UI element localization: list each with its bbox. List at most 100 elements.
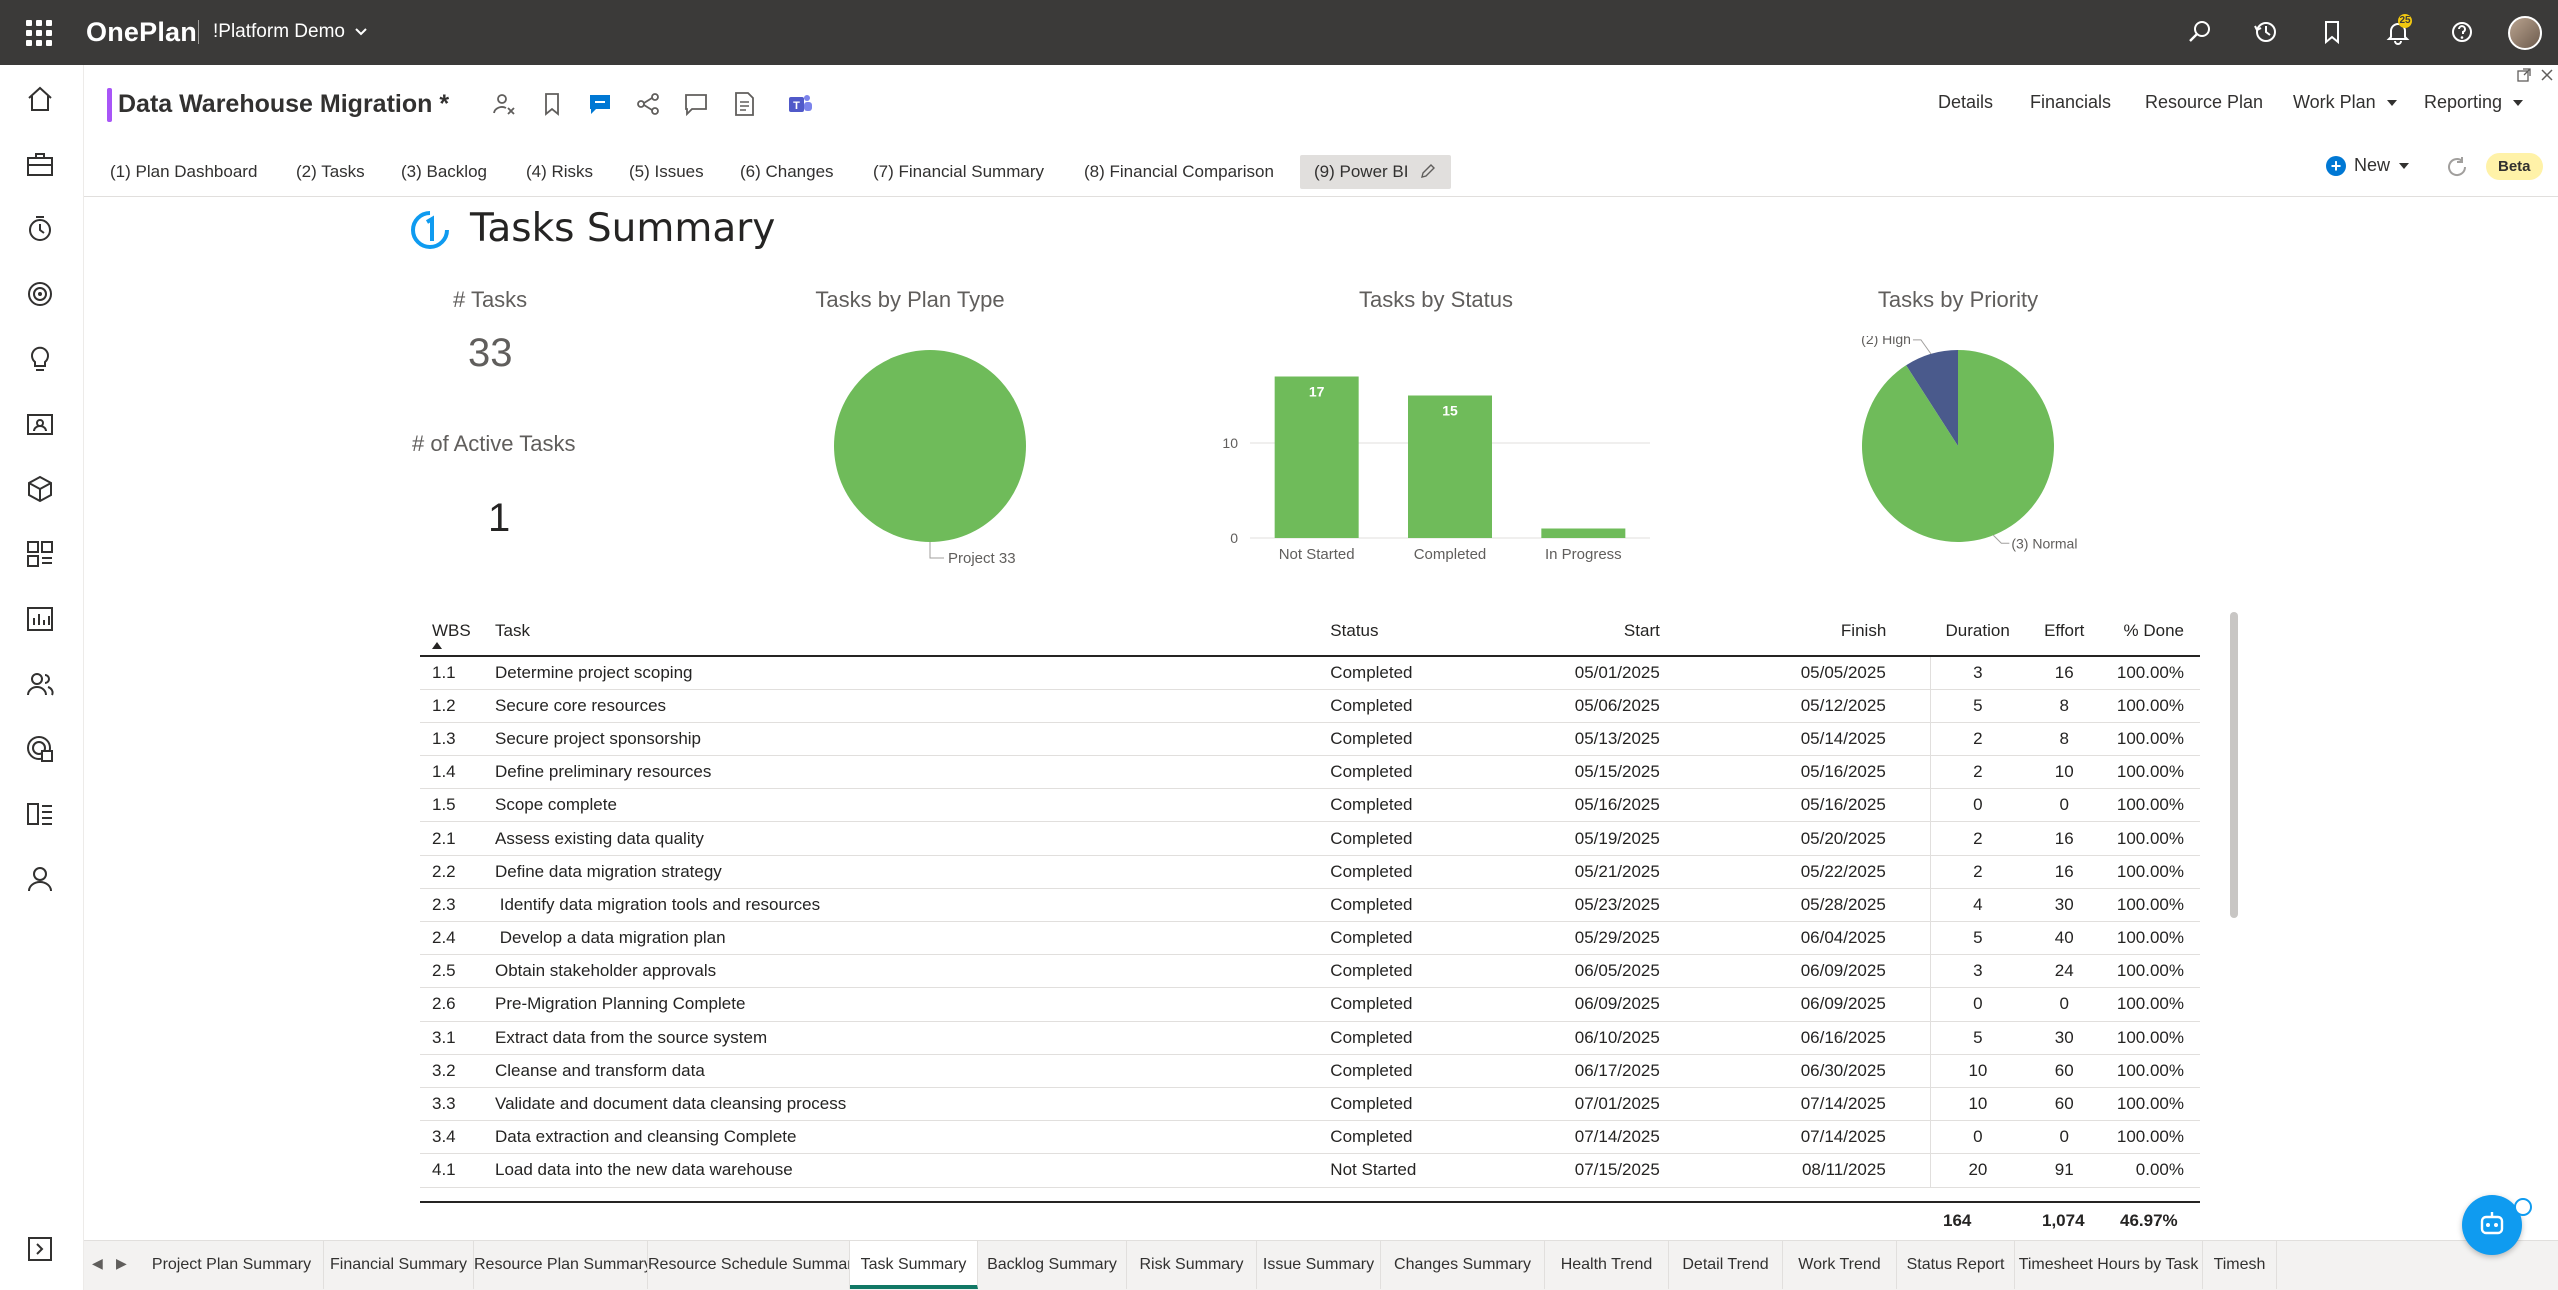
plan-nav-details[interactable]: Details [1938,92,1994,112]
timer-icon[interactable] [24,213,56,245]
column-header-task[interactable]: Task [495,606,1331,657]
person-icon[interactable] [24,863,56,895]
page-tab-status-report[interactable]: Status Report [1897,1241,2015,1289]
plan-nav-financials[interactable]: Financials [2030,92,2112,112]
page-tab-financial-summary[interactable]: Financial Summary [324,1241,474,1289]
page-tab-resource-schedule-summary[interactable]: Resource Schedule Summary [648,1241,850,1289]
page-tab-backlog-summary[interactable]: Backlog Summary [978,1241,1127,1289]
table-row[interactable]: 3.2 Cleanse and transform data Completed 06… [420,1054,2200,1088]
table-row[interactable]: 2.3 Identify data migration tools and re… [420,888,2200,923]
page-tab-risk-summary[interactable]: Risk Summary [1127,1241,1257,1289]
column-header-duration[interactable]: Duration [1930,606,2026,657]
kpi-active-tasks-value: 1 [488,496,511,540]
board-icon[interactable] [24,798,56,830]
plan-nav-resource-plan[interactable]: Resource Plan [2145,92,2264,112]
chevron-down-icon[interactable] [354,24,368,38]
chart-icon[interactable] [24,603,56,635]
document-report-icon[interactable] [730,90,758,118]
table-row[interactable]: 2.2 Define data migration strategy Complet… [420,855,2200,889]
table-row[interactable]: 1.3 Secure project sponsorship Completed 05… [420,722,2200,757]
status-bar-chart[interactable]: 0 10 17 Not Started 15 Completed In Progress [1190,336,1670,576]
column-header-finish[interactable]: Finish [1713,606,1931,657]
bar [1541,528,1626,538]
assign-person-icon[interactable] [490,90,518,118]
page-next-icon[interactable]: ▶ [116,1255,127,1271]
bookmark-icon[interactable] [538,90,566,118]
history-icon[interactable] [2252,18,2280,46]
tab-risks[interactable]: (4) Risks [526,162,594,181]
column-header-pct-done[interactable]: % Done [2103,606,2200,657]
edit-pencil-icon[interactable] [1419,162,1437,180]
lightbulb-icon[interactable] [24,343,56,375]
page-tab-project-plan-summary[interactable]: Project Plan Summary [140,1241,324,1289]
plan-nav-reporting[interactable]: Reporting [2424,92,2524,113]
column-header-start[interactable]: Start [1487,606,1714,657]
report-gauge-icon[interactable] [24,733,56,765]
priority-pie-chart[interactable]: (2) High (3) Normal [1800,336,2140,576]
column-header-status[interactable]: Status [1330,606,1488,657]
teams-icon[interactable]: T [786,90,814,118]
tenant-switcher[interactable]: !Platform Demo [213,21,345,42]
table-row[interactable]: 3.3 Validate and document data cleansing … [420,1087,2200,1122]
table-row[interactable]: 2.4 Develop a data migration plan Complet… [420,921,2200,956]
tab-plan-dashboard[interactable]: (1) Plan Dashboard [110,162,258,181]
contact-card-icon[interactable] [24,408,56,440]
table-row[interactable]: 1.4 Define preliminary resources Completed… [420,755,2200,790]
user-avatar[interactable] [2508,16,2542,50]
cube-icon[interactable] [24,473,56,505]
page-tab-task-summary[interactable]: Task Summary [850,1241,978,1289]
page-tab-issue-summary[interactable]: Issue Summary [1257,1241,1381,1289]
tab-backlog[interactable]: (3) Backlog [401,162,487,181]
expand-rail-icon[interactable] [24,1233,56,1265]
tab-power-bi[interactable]: (9) Power BI [1300,155,1452,189]
page-tab-timesh[interactable]: Timesh [2203,1241,2277,1289]
tab-financial-summary[interactable]: (7) Financial Summary [873,162,1044,181]
page-prev-icon[interactable]: ◀ [92,1255,103,1271]
table-row[interactable]: 3.4 Data extraction and cleansing Complet… [420,1120,2200,1155]
plan-nav-work-plan[interactable]: Work Plan [2293,92,2398,113]
table-scrollbar[interactable] [2230,612,2238,918]
page-tab-resource-plan-summary[interactable]: Resource Plan Summary [474,1241,648,1289]
bookmark-icon[interactable] [2318,18,2346,46]
new-button[interactable]: + New [2326,155,2410,176]
table-row[interactable]: 1.5 Scope complete Completed 05/16/2025 05/1… [420,788,2200,823]
tab-issues[interactable]: (5) Issues [629,162,704,181]
column-header-effort[interactable]: Effort [2025,606,2104,657]
table-row[interactable]: 2.6 Pre-Migration Planning Complete Comple… [420,987,2200,1022]
table-row[interactable]: 1.2 Secure core resources Completed 05/06/2… [420,689,2200,723]
sort-ascending-icon[interactable] [432,642,442,649]
comment-icon[interactable] [682,90,710,118]
dashboard-icon[interactable] [24,538,56,570]
search-icon[interactable] [2186,18,2214,46]
page-tab-timesheet-hours-by-task[interactable]: Timesheet Hours by Task [2015,1241,2203,1289]
chat-icon[interactable] [586,90,614,118]
table-row[interactable]: 1.1 Determine project scoping Completed 05/… [420,656,2200,690]
share-icon[interactable] [634,90,662,118]
app-brand[interactable]: OnePlan [86,17,197,47]
people-icon[interactable] [24,668,56,700]
plan-type-pie-chart[interactable]: Project 33 [790,336,1050,576]
cell-status: Completed [1330,755,1488,790]
refresh-icon[interactable] [2445,155,2469,179]
tab-changes[interactable]: (6) Changes [740,162,834,181]
help-icon[interactable] [2448,18,2476,46]
popout-icon[interactable] [2517,68,2531,82]
briefcase-icon[interactable] [24,148,56,180]
tab-tasks[interactable]: (2) Tasks [296,162,365,181]
table-row[interactable]: 3.1 Extract data from the source system Co… [420,1021,2200,1055]
page-tab-work-trend[interactable]: Work Trend [1783,1241,1897,1289]
target-icon[interactable] [24,278,56,310]
home-icon[interactable] [24,83,56,115]
assistant-bot-button[interactable] [2462,1195,2522,1255]
page-tab-changes-summary[interactable]: Changes Summary [1381,1241,1545,1289]
table-row[interactable]: 2.1 Assess existing data quality Completed… [420,821,2200,856]
bot-power-icon[interactable] [2514,1198,2532,1216]
close-icon[interactable] [2540,68,2554,82]
page-tab-detail-trend[interactable]: Detail Trend [1669,1241,1783,1289]
app-launcher-icon[interactable] [26,20,52,46]
cell-finish: 05/28/2025 [1713,888,1931,923]
page-tab-health-trend[interactable]: Health Trend [1545,1241,1669,1289]
tab-financial-comparison[interactable]: (8) Financial Comparison [1084,162,1274,181]
table-row[interactable]: 4.1 Load data into the new data warehouse… [420,1153,2200,1188]
table-row[interactable]: 2.5 Obtain stakeholder approvals Completed… [420,954,2200,989]
